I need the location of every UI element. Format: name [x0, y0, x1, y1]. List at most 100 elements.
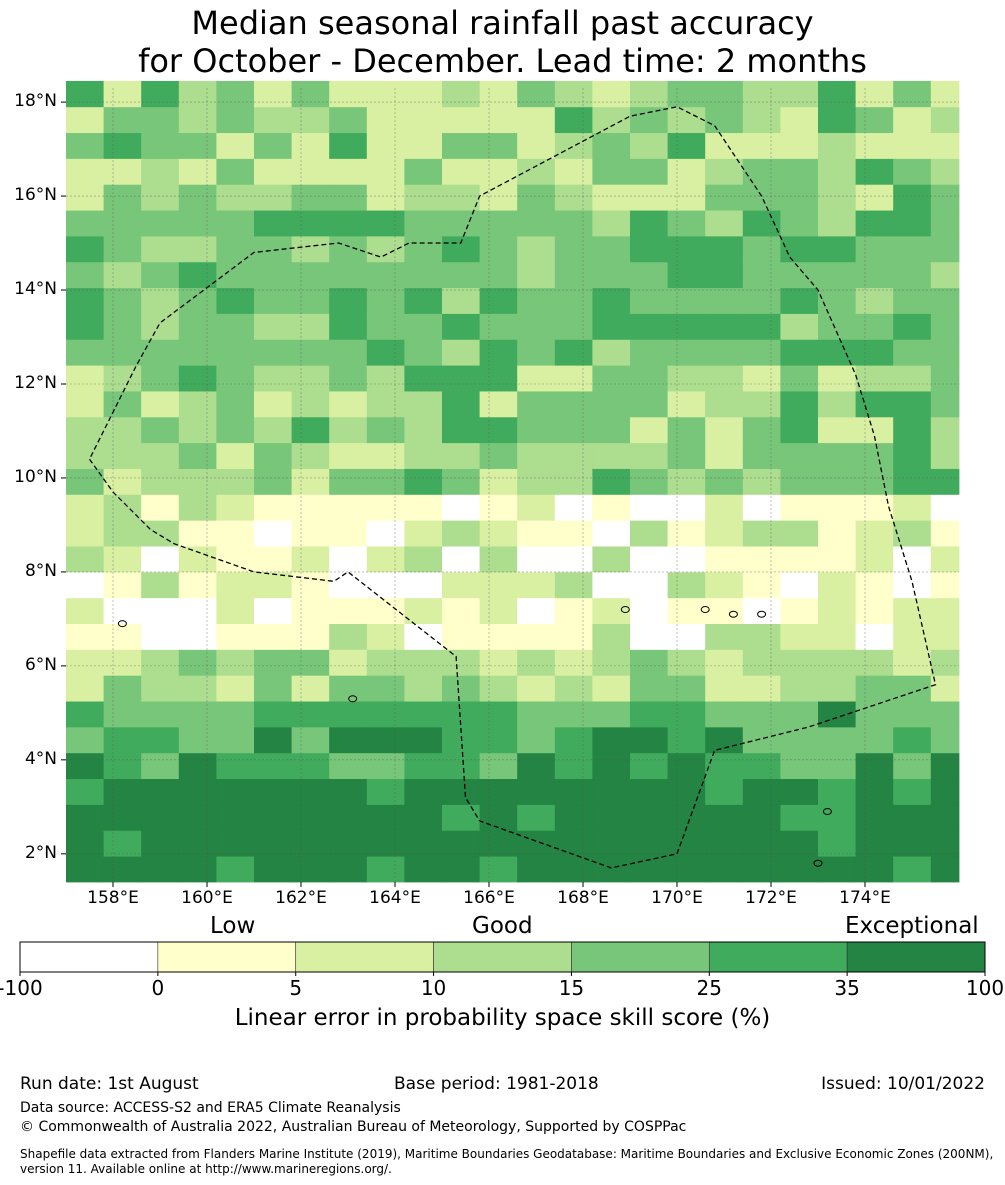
skill-cell: [66, 468, 104, 495]
skill-cell: [329, 106, 368, 134]
skill-cell: [818, 391, 856, 418]
skill-cell: [178, 830, 217, 857]
skill-cell: [178, 726, 217, 754]
skill-cell: [893, 158, 932, 185]
skill-cell: [930, 184, 960, 211]
skill-cell: [855, 442, 894, 469]
skill-cell: [554, 546, 593, 573]
skill-cell: [667, 830, 706, 857]
skill-cell: [554, 494, 593, 521]
skill-cell: [630, 675, 668, 702]
skill-cell: [517, 830, 556, 857]
y-tick-label: 8°N: [24, 560, 57, 581]
skill-cell: [479, 468, 518, 495]
skill-cell: [141, 80, 180, 108]
skill-cell: [517, 339, 556, 366]
skill-cell: [630, 442, 668, 469]
skill-cell: [705, 571, 744, 599]
skill-cell: [930, 546, 960, 573]
skill-cell: [216, 287, 255, 314]
skill-cell: [254, 365, 292, 392]
skill-cell: [592, 158, 631, 185]
skill-cell: [329, 468, 368, 495]
skill-cell: [442, 830, 480, 857]
skill-cell: [254, 106, 292, 134]
skill-cell: [442, 623, 480, 650]
skill-cell: [554, 235, 593, 263]
colorbar-frame: [19, 941, 986, 973]
skill-cell: [66, 80, 104, 108]
skill-cell: [291, 546, 330, 573]
skill-cell: [178, 235, 217, 263]
skill-cell: [554, 132, 593, 159]
skill-cell: [216, 546, 255, 573]
skill-cell: [930, 468, 960, 495]
skill-cell: [780, 856, 819, 883]
skill-cell: [103, 235, 142, 263]
skill-cell: [329, 313, 368, 340]
skill-cell: [479, 520, 518, 547]
skill-cell: [442, 158, 480, 185]
skill-cell: [103, 132, 142, 159]
skill-cell: [178, 597, 217, 624]
skill-cell: [742, 210, 781, 237]
skill-cell: [592, 675, 631, 702]
skill-cell: [291, 623, 330, 650]
skill-cell: [291, 597, 330, 624]
skill-cell: [254, 261, 292, 289]
skill-cell: [404, 391, 443, 418]
skill-cell: [592, 184, 631, 211]
skill-cell: [554, 313, 593, 340]
skill-cell: [780, 830, 819, 857]
skill-cell: [742, 830, 781, 857]
skill-cell: [742, 649, 781, 676]
skill-cell: [554, 752, 593, 780]
skill-cell: [517, 494, 556, 521]
skill-cell: [630, 339, 668, 366]
skill-cell: [592, 546, 631, 573]
skill-cell: [893, 494, 932, 521]
skill-cell: [780, 184, 819, 211]
skill-cell: [442, 804, 480, 831]
skill-cell: [66, 132, 104, 159]
skill-cell: [592, 287, 631, 314]
skill-cell: [855, 313, 894, 340]
skill-cell: [554, 184, 593, 211]
skill-cell: [178, 494, 217, 521]
island: [620, 606, 630, 614]
skill-cell: [705, 339, 744, 366]
skill-cell: [141, 546, 180, 573]
skill-cell: [818, 856, 856, 883]
base-period: Base period: 1981-2018: [394, 1074, 599, 1094]
skill-cell: [291, 675, 330, 702]
skill-cell: [930, 442, 960, 469]
skill-cell: [254, 80, 292, 108]
skill-cell: [291, 184, 330, 211]
skill-cell: [855, 184, 894, 211]
skill-cell: [554, 726, 593, 754]
skill-cell: [780, 597, 819, 624]
skill-cell: [216, 778, 255, 805]
skill-cell: [141, 235, 180, 263]
skill-cell: [329, 778, 368, 805]
skill-cell: [630, 778, 668, 805]
skill-cell: [893, 778, 932, 805]
skill-cell: [404, 494, 443, 521]
skill-cell: [780, 80, 819, 108]
skill-cell: [517, 571, 556, 599]
skill-cell: [479, 261, 518, 289]
skill-cell: [667, 184, 706, 211]
skill-cell: [630, 597, 668, 624]
skill-cell: [66, 675, 104, 702]
skill-cell: [780, 804, 819, 831]
skill-cell: [404, 726, 443, 754]
skill-cell: [141, 597, 180, 624]
skill-cell: [479, 287, 518, 314]
skill-cell: [592, 778, 631, 805]
skill-cell: [667, 313, 706, 340]
skill-cell: [442, 468, 480, 495]
skill-cell: [442, 649, 480, 676]
skill-cell: [254, 494, 292, 521]
skill-cell: [630, 184, 668, 211]
x-tick-label: 168°E: [557, 888, 609, 908]
